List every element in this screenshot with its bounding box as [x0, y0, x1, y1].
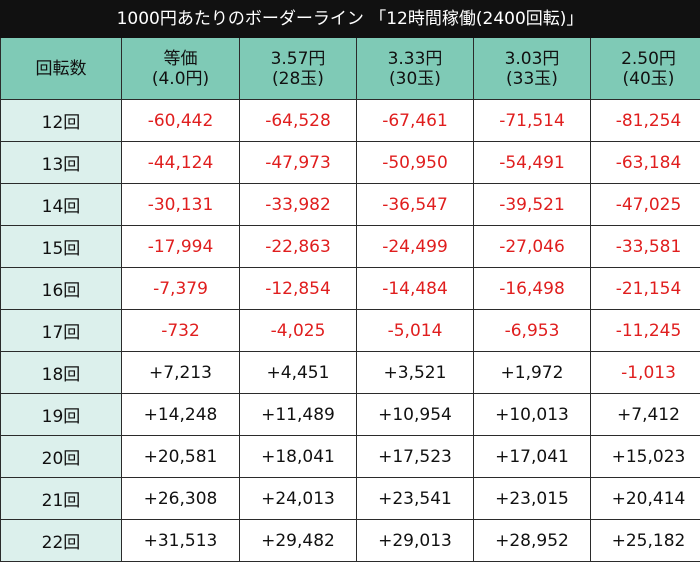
header-cell: 回転数: [1, 38, 121, 99]
value-cell: +15,023: [591, 436, 700, 477]
value-cell: -63,184: [591, 142, 700, 183]
value-cell: -27,046: [474, 226, 590, 267]
value-cell: +20,414: [591, 478, 700, 519]
header-cell: 2.50円 (40玉): [591, 38, 700, 99]
value-cell: -12,854: [240, 268, 356, 309]
header-cell: 3.33円 (30玉): [357, 38, 473, 99]
header-line: 等価: [163, 48, 198, 69]
spin-count-cell: 20回: [1, 436, 121, 477]
value-cell: +23,541: [357, 478, 473, 519]
spin-count-cell: 16回: [1, 268, 121, 309]
value-cell: +10,013: [474, 394, 590, 435]
value-cell: -30,131: [122, 184, 239, 225]
value-cell: -22,863: [240, 226, 356, 267]
value-cell: +29,482: [240, 520, 356, 561]
header-line: 3.03円: [504, 48, 560, 69]
header-line: (33玉): [506, 68, 558, 89]
value-cell: +7,213: [122, 352, 239, 393]
value-cell: -67,461: [357, 100, 473, 141]
value-cell: -16,498: [474, 268, 590, 309]
spin-count-cell: 17回: [1, 310, 121, 351]
value-cell: +14,248: [122, 394, 239, 435]
spin-count-cell: 15回: [1, 226, 121, 267]
header-line: (40玉): [622, 68, 675, 89]
value-cell: +17,523: [357, 436, 473, 477]
header-line: 3.33円: [387, 48, 443, 69]
value-cell: -33,581: [591, 226, 700, 267]
header-line: (4.0円): [151, 68, 210, 89]
value-cell: +10,954: [357, 394, 473, 435]
value-cell: -54,491: [474, 142, 590, 183]
value-cell: +18,041: [240, 436, 356, 477]
border-line-table: 回転数 等価 (4.0円) 3.57円 (28玉) 3.33円 (30玉) 3.03円 (33玉…: [0, 38, 700, 562]
value-cell: -60,442: [122, 100, 239, 141]
spin-count-cell: 13回: [1, 142, 121, 183]
header-cell: 3.57円 (28玉): [240, 38, 356, 99]
spin-count-cell: 21回: [1, 478, 121, 519]
spin-count-cell: 22回: [1, 520, 121, 561]
value-cell: +24,013: [240, 478, 356, 519]
header-cell: 3.03円 (33玉): [474, 38, 590, 99]
value-cell: -5,014: [357, 310, 473, 351]
header-line: 2.50円: [621, 48, 676, 69]
value-cell: +25,182: [591, 520, 700, 561]
value-cell: -7,379: [122, 268, 239, 309]
value-cell: -33,982: [240, 184, 356, 225]
value-cell: -71,514: [474, 100, 590, 141]
value-cell: -36,547: [357, 184, 473, 225]
value-cell: -64,528: [240, 100, 356, 141]
value-cell: -1,013: [591, 352, 700, 393]
value-cell: +23,015: [474, 478, 590, 519]
header-cell: 等価 (4.0円): [122, 38, 239, 99]
value-cell: -11,245: [591, 310, 700, 351]
value-cell: -17,994: [122, 226, 239, 267]
value-cell: +17,041: [474, 436, 590, 477]
value-cell: -50,950: [357, 142, 473, 183]
value-cell: +31,513: [122, 520, 239, 561]
value-cell: -47,025: [591, 184, 700, 225]
value-cell: -732: [122, 310, 239, 351]
value-cell: +11,489: [240, 394, 356, 435]
spin-count-cell: 19回: [1, 394, 121, 435]
value-cell: +26,308: [122, 478, 239, 519]
value-cell: -81,254: [591, 100, 700, 141]
value-cell: -39,521: [474, 184, 590, 225]
value-cell: +28,952: [474, 520, 590, 561]
value-cell: +1,972: [474, 352, 590, 393]
header-line: (28玉): [272, 68, 324, 89]
value-cell: -24,499: [357, 226, 473, 267]
spin-count-cell: 18回: [1, 352, 121, 393]
value-cell: -4,025: [240, 310, 356, 351]
header-line: 3.57円: [270, 48, 326, 69]
title: 1000円あたりのボーダーライン 「12時間稼働(2400回転)」: [0, 0, 700, 38]
value-cell: -21,154: [591, 268, 700, 309]
value-cell: +7,412: [591, 394, 700, 435]
value-cell: +29,013: [357, 520, 473, 561]
value-cell: +4,451: [240, 352, 356, 393]
header-line: (30玉): [389, 68, 441, 89]
spin-count-cell: 14回: [1, 184, 121, 225]
value-cell: +3,521: [357, 352, 473, 393]
value-cell: -6,953: [474, 310, 590, 351]
value-cell: -14,484: [357, 268, 473, 309]
value-cell: -44,124: [122, 142, 239, 183]
value-cell: -47,973: [240, 142, 356, 183]
spin-count-cell: 12回: [1, 100, 121, 141]
value-cell: +20,581: [122, 436, 239, 477]
